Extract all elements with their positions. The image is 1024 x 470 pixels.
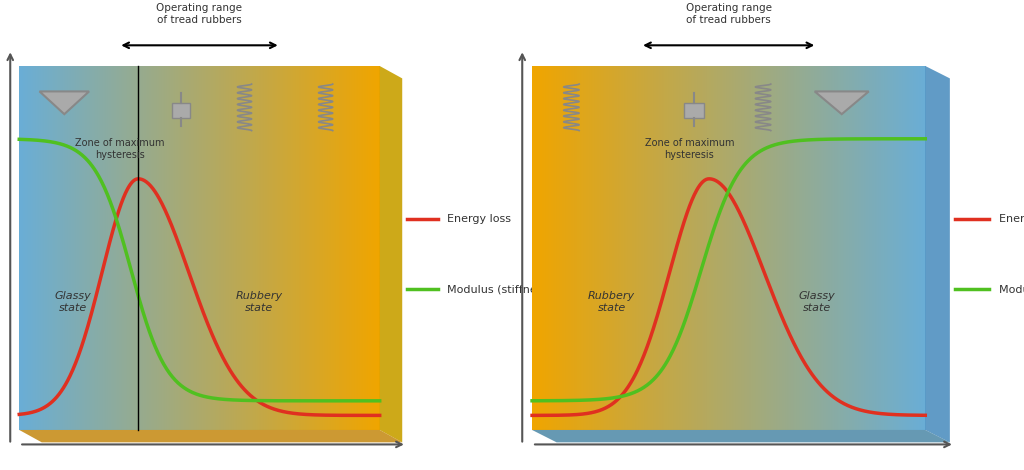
Text: Energy loss: Energy loss <box>999 214 1024 224</box>
Text: Operating range
of tread rubbers: Operating range of tread rubbers <box>686 3 772 24</box>
Text: Zone of maximum
hysteresis: Zone of maximum hysteresis <box>76 138 165 159</box>
Polygon shape <box>19 430 402 442</box>
Text: Energy loss: Energy loss <box>447 214 511 224</box>
Text: Rubbery
state: Rubbery state <box>236 291 283 313</box>
Text: Zone of maximum
hysteresis: Zone of maximum hysteresis <box>644 138 734 159</box>
Polygon shape <box>380 66 402 442</box>
Polygon shape <box>532 430 950 442</box>
Polygon shape <box>926 66 950 442</box>
Text: Modulus (stiffness): Modulus (stiffness) <box>999 284 1024 294</box>
FancyBboxPatch shape <box>684 103 705 118</box>
Text: Operating range
of tread rubbers: Operating range of tread rubbers <box>157 3 243 24</box>
Polygon shape <box>815 92 868 114</box>
Text: Modulus (stiffness): Modulus (stiffness) <box>447 284 553 294</box>
Text: Glassy
state: Glassy state <box>54 291 91 313</box>
Text: Glassy
state: Glassy state <box>799 291 836 313</box>
Polygon shape <box>40 92 89 114</box>
FancyBboxPatch shape <box>172 103 190 118</box>
Text: Rubbery
state: Rubbery state <box>588 291 635 313</box>
